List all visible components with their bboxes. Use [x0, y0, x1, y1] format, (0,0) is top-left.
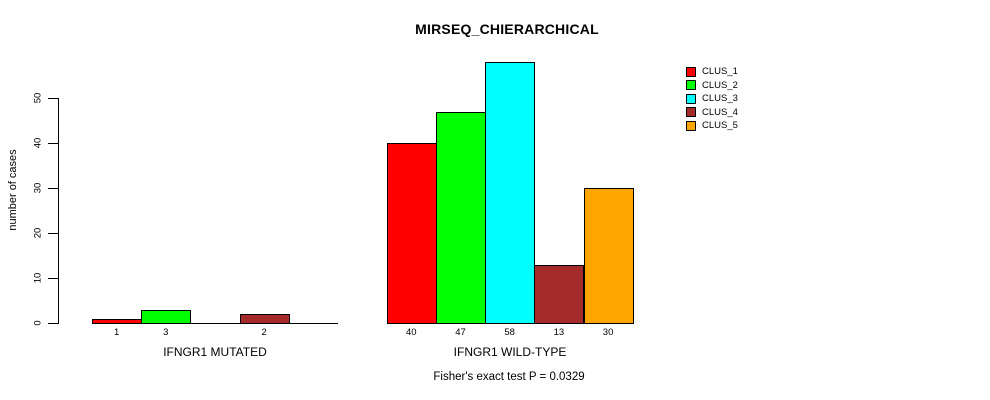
- bar-clus-2: [435, 111, 487, 324]
- bar-value-label: 2: [261, 327, 267, 338]
- legend-item-clus-1: CLUS_1: [686, 65, 738, 79]
- legend-item-clus-5: CLUS_5: [686, 119, 738, 133]
- y-axis-tick: [48, 143, 58, 144]
- bar-value-label: 40: [406, 327, 417, 338]
- legend-item-clus-3: CLUS_3: [686, 92, 738, 106]
- y-axis-tick-label: 30: [32, 182, 44, 194]
- y-axis-tick-label: 0: [32, 320, 44, 326]
- y-axis-title: number of cases: [7, 149, 19, 231]
- fisher-test-note: Fisher's exact test P = 0.0329: [433, 371, 585, 383]
- bar-clus-3: [485, 62, 536, 324]
- bar-value-label: 3: [163, 327, 169, 338]
- y-axis-tick-label: 20: [32, 227, 44, 239]
- bar-clus-1: [92, 318, 143, 324]
- bar-clus-5: [583, 188, 634, 324]
- x-group-label-wildtype: IFNGR1 WILD-TYPE: [453, 345, 567, 359]
- bar-value-label: 47: [455, 327, 466, 338]
- legend-label: CLUS_3: [702, 93, 738, 105]
- chart-title: MIRSEQ_CHIERARCHICAL: [415, 21, 599, 37]
- y-axis-tick: [48, 188, 58, 189]
- x-group-label-mutated: IFNGR1 MUTATED: [163, 345, 267, 359]
- legend-color-swatch: [686, 120, 696, 131]
- legend-item-clus-4: CLUS_4: [686, 106, 738, 120]
- y-axis-tick: [48, 98, 58, 99]
- y-axis-tick-label: 40: [32, 137, 44, 149]
- legend-color-swatch: [686, 66, 696, 77]
- bar-clus-2: [141, 309, 192, 324]
- legend-label: CLUS_2: [702, 79, 738, 91]
- bar-value-label: 58: [504, 327, 515, 338]
- bar-clus-1: [386, 143, 437, 324]
- legend-label: CLUS_4: [702, 106, 738, 118]
- bar-value-label: 1: [113, 327, 120, 338]
- bar-clus-4: [534, 264, 585, 324]
- legend-label: CLUS_5: [702, 120, 738, 132]
- y-axis-tick: [48, 278, 58, 279]
- legend-item-clus-2: CLUS_2: [686, 79, 738, 93]
- y-axis-line: [58, 98, 59, 324]
- legend: CLUS_1 CLUS_2 CLUS_3 CLUS_4 CLUS_5: [686, 65, 738, 133]
- legend-color-swatch: [686, 107, 696, 118]
- legend-label: CLUS_1: [702, 66, 738, 78]
- y-axis-tick: [48, 233, 58, 234]
- bar-value-label: 30: [602, 327, 614, 338]
- bar-value-label: 13: [553, 327, 565, 338]
- legend-color-swatch: [686, 93, 696, 104]
- bar-clus-4: [239, 314, 290, 324]
- y-axis-tick-label: 10: [32, 272, 44, 284]
- x-axis-baseline: [92, 323, 338, 324]
- y-axis-tick-label: 50: [32, 92, 44, 104]
- legend-color-swatch: [686, 80, 696, 91]
- y-axis-tick: [48, 323, 58, 324]
